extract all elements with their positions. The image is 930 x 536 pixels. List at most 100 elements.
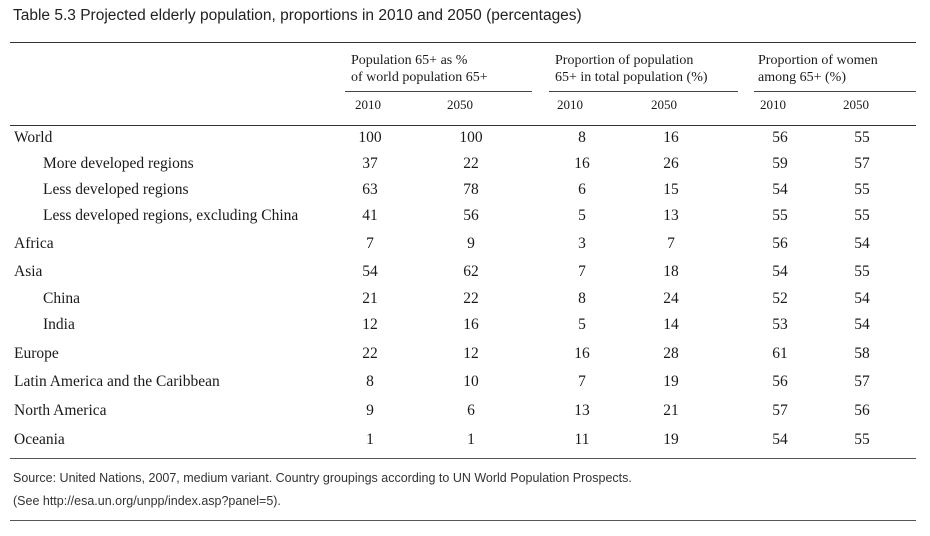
- table-cell: 12: [463, 345, 479, 362]
- table-cell: 56: [772, 129, 788, 146]
- table-cell: 7: [578, 373, 586, 390]
- group-header-line: Proportion of women: [758, 53, 878, 68]
- table-cell: 57: [854, 155, 870, 172]
- table-cell: 54: [854, 316, 870, 333]
- table-row: Africa 7 9 3 7 56 54: [0, 235, 930, 261]
- table-cell: 7: [366, 235, 374, 252]
- table-row: Less developed regions 63 78 6 15 54 55: [0, 181, 930, 207]
- year-header: 2010: [355, 97, 381, 112]
- table-cell: 1: [366, 431, 374, 448]
- table-cell: 62: [463, 263, 479, 280]
- row-label: Oceania: [14, 431, 65, 448]
- table-cell: 5: [578, 207, 586, 224]
- group-header-world-share: Population 65+ as % of world population …: [351, 52, 488, 86]
- table-cell: 54: [772, 431, 788, 448]
- row-label: Asia: [14, 263, 43, 280]
- table-row: World 100 100 8 16 56 55: [0, 129, 930, 155]
- row-label: World: [14, 129, 53, 146]
- group-header-women-share: Proportion of women among 65+ (%): [758, 52, 878, 86]
- source-note: Source: United Nations, 2007, medium var…: [13, 471, 632, 485]
- table-cell: 5: [578, 316, 586, 333]
- bottom-rule: [10, 520, 916, 521]
- group-header-line: among 65+ (%): [758, 70, 846, 85]
- table-row: Asia 54 62 7 18 54 55: [0, 263, 930, 289]
- table-cell: 55: [854, 181, 870, 198]
- table-cell: 53: [772, 316, 788, 333]
- table-cell: 52: [772, 290, 788, 307]
- table-cell: 11: [574, 431, 590, 448]
- table-cell: 13: [663, 207, 679, 224]
- row-label: More developed regions: [43, 155, 194, 172]
- table-cell: 22: [362, 345, 378, 362]
- table-cell: 16: [663, 129, 679, 146]
- group-underline: [754, 91, 916, 92]
- year-header: 2010: [557, 97, 583, 112]
- row-label: Africa: [14, 235, 54, 252]
- group-header-total-share: Proportion of population 65+ in total po…: [555, 52, 708, 86]
- year-header: 2050: [447, 97, 473, 112]
- top-rule: [10, 42, 916, 43]
- group-header-line: Proportion of population: [555, 53, 694, 68]
- table-cell: 55: [854, 431, 870, 448]
- table-cell: 10: [463, 373, 479, 390]
- table-cell: 57: [854, 373, 870, 390]
- table-cell: 55: [854, 263, 870, 280]
- table-row: Oceania 1 1 11 19 54 55: [0, 431, 930, 457]
- table-cell: 19: [663, 373, 679, 390]
- table-cell: 57: [772, 402, 788, 419]
- table-row: More developed regions 37 22 16 26 59 57: [0, 155, 930, 181]
- year-header: 2050: [843, 97, 869, 112]
- table-cell: 9: [366, 402, 374, 419]
- table-cell: 1: [467, 431, 475, 448]
- group-header-line: Population 65+ as %: [351, 53, 468, 68]
- row-label: Latin America and the Caribbean: [14, 373, 220, 390]
- table-cell: 54: [772, 181, 788, 198]
- row-label: China: [43, 290, 81, 307]
- table-cell: 55: [854, 129, 870, 146]
- table-cell: 22: [463, 290, 479, 307]
- table-cell: 12: [362, 316, 378, 333]
- row-label: North America: [14, 402, 107, 419]
- table-cell: 3: [578, 235, 586, 252]
- table-cell: 58: [854, 345, 870, 362]
- table-cell: 8: [366, 373, 374, 390]
- table-cell: 54: [854, 290, 870, 307]
- table-cell: 37: [362, 155, 378, 172]
- table-cell: 7: [578, 263, 586, 280]
- table-cell: 56: [772, 373, 788, 390]
- table-cell: 22: [463, 155, 479, 172]
- table-cell: 9: [467, 235, 475, 252]
- row-label: Europe: [14, 345, 59, 362]
- table-cell: 55: [772, 207, 788, 224]
- table-row: India 12 16 5 14 53 54: [0, 316, 930, 342]
- table-cell: 56: [772, 235, 788, 252]
- table-row: Europe 22 12 16 28 61 58: [0, 345, 930, 371]
- table-cell: 18: [663, 263, 679, 280]
- source-link: (See http://esa.un.org/unpp/index.asp?pa…: [13, 494, 281, 508]
- group-header-line: of world population 65+: [351, 70, 488, 85]
- table-cell: 8: [578, 290, 586, 307]
- table-cell: 21: [362, 290, 378, 307]
- table-cell: 100: [459, 129, 483, 146]
- table-cell: 16: [574, 345, 590, 362]
- table-cell: 28: [663, 345, 679, 362]
- table-cell: 41: [362, 207, 378, 224]
- table-cell: 21: [663, 402, 679, 419]
- table-cell: 19: [663, 431, 679, 448]
- year-header: 2050: [651, 97, 677, 112]
- table-cell: 13: [574, 402, 590, 419]
- header-rule: [10, 125, 916, 126]
- row-label: India: [43, 316, 75, 333]
- table-cell: 56: [854, 402, 870, 419]
- table-cell: 6: [578, 181, 586, 198]
- table-cell: 78: [463, 181, 479, 198]
- group-underline: [549, 91, 738, 92]
- table-cell: 6: [467, 402, 475, 419]
- table-title: Table 5.3 Projected elderly population, …: [13, 7, 582, 24]
- table-cell: 14: [663, 316, 679, 333]
- table-cell: 63: [362, 181, 378, 198]
- row-label: Less developed regions, excluding China: [43, 207, 299, 224]
- table-cell: 7: [667, 235, 675, 252]
- table-bottom-rule: [10, 458, 916, 459]
- year-header: 2010: [760, 97, 786, 112]
